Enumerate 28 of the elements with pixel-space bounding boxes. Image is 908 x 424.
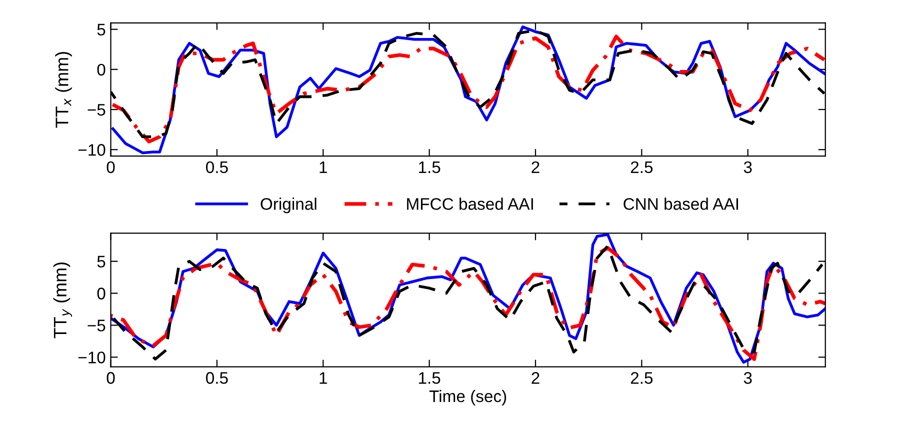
y-tick-label: −10 bbox=[78, 352, 106, 364]
x-tick-label: 1 bbox=[320, 372, 327, 384]
x-tick-label: 2.5 bbox=[630, 372, 653, 384]
legend-label: MFCC based AAI bbox=[407, 198, 533, 210]
legend-label: CNN based AAI bbox=[624, 198, 738, 210]
y-tick-label: 0 bbox=[97, 288, 106, 300]
x-tick-label: 2.5 bbox=[630, 161, 653, 174]
x-tick-label: 2 bbox=[532, 372, 540, 384]
x-tick-label: 0 bbox=[106, 372, 115, 384]
y-tick-label: 0 bbox=[97, 64, 106, 76]
x-tick-label: 3 bbox=[744, 161, 752, 174]
y-axis-title: TT$_{y}$ (mm) bbox=[53, 262, 72, 338]
legend-label: Original bbox=[260, 198, 316, 214]
x-tick-label: 1 bbox=[320, 162, 327, 173]
x-tick-label: 0 bbox=[106, 161, 115, 174]
x-tick-label: 0.5 bbox=[206, 161, 228, 174]
x-tick-label: 1.5 bbox=[419, 372, 440, 384]
y-tick-label: −5 bbox=[88, 104, 106, 116]
x-axis-title: Time (sec) bbox=[429, 390, 506, 406]
x-tick-label: 3 bbox=[744, 372, 752, 384]
y-tick-label: −5 bbox=[88, 320, 106, 332]
y-axis-title: TT$_{x}$ (mm) bbox=[55, 52, 72, 128]
y-tick-label: 5 bbox=[97, 24, 106, 36]
x-tick-label: 1.5 bbox=[419, 162, 440, 174]
x-tick-label: 0.5 bbox=[206, 372, 228, 384]
y-tick-label: 5 bbox=[97, 256, 106, 268]
x-tick-label: 2 bbox=[532, 161, 540, 173]
y-tick-label: −10 bbox=[78, 144, 106, 156]
